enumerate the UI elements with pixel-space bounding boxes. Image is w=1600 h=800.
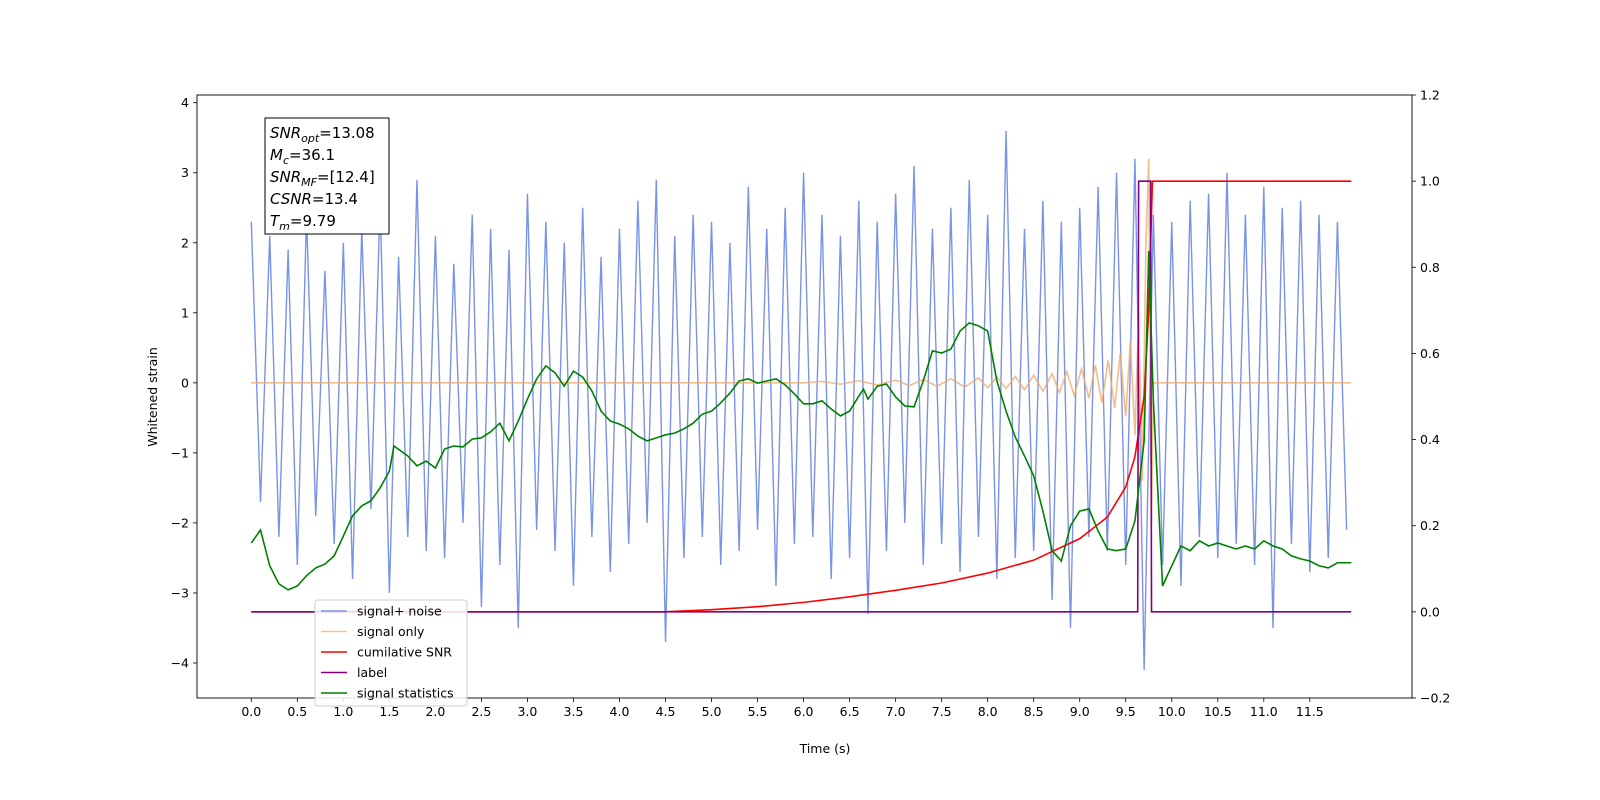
series-line xyxy=(251,158,1352,523)
y-tick-label: 4 xyxy=(181,95,189,110)
legend-label: signal only xyxy=(357,624,425,639)
x-tick-label: 10.5 xyxy=(1204,704,1232,719)
annotation-symbol: CSNR xyxy=(270,190,312,208)
annotation-line: Tm=9.79 xyxy=(270,212,336,233)
annotation-symbol: M xyxy=(270,146,283,164)
plot-frame xyxy=(196,94,1413,699)
y-tick-label: 0 xyxy=(181,375,189,390)
y2-tick-label: 0.4 xyxy=(1420,432,1440,447)
x-tick-label: 6.5 xyxy=(840,704,860,719)
annotation-line: Mc=36.1 xyxy=(270,146,335,167)
y2-tick-label: 0.8 xyxy=(1420,260,1440,275)
legend-label: signal+ noise xyxy=(357,604,442,619)
y2-tick-label: 0.0 xyxy=(1420,604,1440,619)
y-axis-label: Whitened strain xyxy=(145,347,160,446)
annotation-box xyxy=(264,117,390,235)
x-tick-label: 9.0 xyxy=(1070,704,1090,719)
annotation-symbol: SNR xyxy=(270,124,301,142)
x-tick-label: 7.5 xyxy=(932,704,952,719)
x-tick-label: 5.0 xyxy=(702,704,722,719)
x-tick-label: 1.0 xyxy=(333,704,353,719)
annotation-line: CSNR=13.4 xyxy=(270,190,358,208)
annotation-value: =[12.4] xyxy=(317,168,375,186)
annotation-subscript: c xyxy=(283,154,289,167)
y2-tick-label: 0.2 xyxy=(1420,518,1440,533)
annotation-value: =9.79 xyxy=(290,212,336,230)
series-line xyxy=(250,250,1352,591)
y-tick-label: 1 xyxy=(181,305,189,320)
annotation-subscript: m xyxy=(279,220,290,233)
y-tick-label: 3 xyxy=(181,165,189,180)
legend-label: cumilative SNR xyxy=(357,645,452,660)
x-tick-label: 11.5 xyxy=(1296,704,1324,719)
legend-label: label xyxy=(357,665,387,680)
x-tick-label: 7.0 xyxy=(886,704,906,719)
series-line xyxy=(251,180,1352,613)
y-tick-label: −3 xyxy=(171,585,189,600)
annotation-line: SNRopt=13.08 xyxy=(270,124,375,145)
y2-tick-label: 1.2 xyxy=(1420,88,1440,103)
annotation-symbol: T xyxy=(270,212,281,230)
annotation-subscript: MF xyxy=(301,176,317,189)
x-tick-label: 11.0 xyxy=(1250,704,1278,719)
x-tick-label: 8.0 xyxy=(978,704,998,719)
x-tick-label: 8.5 xyxy=(1024,704,1044,719)
annotation-value: =36.1 xyxy=(289,146,335,164)
annotation-subscript: opt xyxy=(301,132,320,145)
y-tick-label: −4 xyxy=(171,655,189,670)
x-tick-label: 4.0 xyxy=(610,704,630,719)
legend-label: signal statistics xyxy=(357,686,454,701)
x-tick-label: 3.5 xyxy=(564,704,584,719)
y-tick-label: −2 xyxy=(171,515,189,530)
x-tick-label: 2.5 xyxy=(471,704,491,719)
x-tick-label: 10.0 xyxy=(1158,704,1186,719)
annotation-symbol: SNR xyxy=(270,168,301,186)
y2-tick-label: 0.6 xyxy=(1420,346,1440,361)
x-tick-label: 5.5 xyxy=(748,704,768,719)
y-tick-label: 2 xyxy=(181,235,189,250)
x-tick-label: 1.5 xyxy=(379,704,399,719)
legend-box xyxy=(314,599,468,707)
y2-tick-label: 1.0 xyxy=(1420,174,1440,189)
y-tick-label: −1 xyxy=(171,445,189,460)
x-tick-label: 0.0 xyxy=(241,704,261,719)
annotation-value: =13.08 xyxy=(319,124,375,142)
x-axis-label: Time (s) xyxy=(799,741,851,756)
x-tick-label: 4.5 xyxy=(656,704,676,719)
x-tick-label: 6.0 xyxy=(794,704,814,719)
x-tick-label: 9.5 xyxy=(1116,704,1136,719)
series-line xyxy=(250,130,1348,671)
annotation-value: =13.4 xyxy=(312,190,358,208)
x-tick-label: 0.5 xyxy=(287,704,307,719)
x-tick-label: 3.0 xyxy=(517,704,537,719)
x-tick-label: 2.0 xyxy=(425,704,445,719)
y2-tick-label: −0.2 xyxy=(1420,691,1450,706)
annotation-line: SNRMF=[12.4] xyxy=(270,168,375,189)
